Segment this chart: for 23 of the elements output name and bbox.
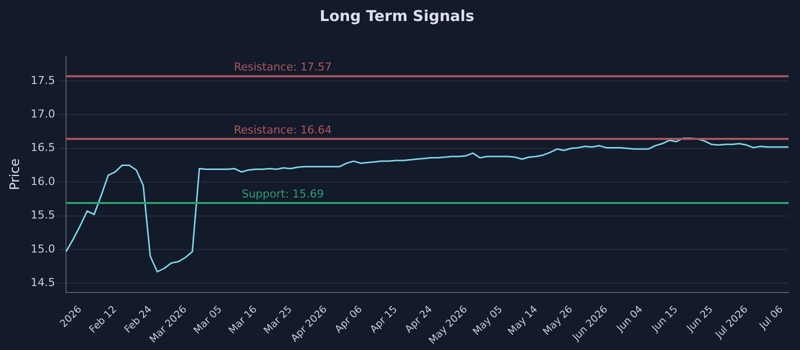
y-tick-label: 16.0 (30, 174, 56, 188)
x-tick-label: Mar 05 (192, 304, 224, 336)
y-tick-label: 15.5 (30, 208, 56, 222)
x-tick-label: Apr 24 (404, 304, 435, 336)
ref-line-label: Support: 15.69 (242, 187, 324, 200)
y-tick-label: 17.0 (30, 108, 56, 121)
x-tick-label: Feb 12 (88, 304, 120, 336)
x-tick-label: Apr 06 (333, 304, 365, 336)
chart-title: Long Term Signals (320, 6, 474, 25)
ref-line-label: Resistance: 16.64 (234, 123, 332, 136)
y-tick-label: 17.5 (30, 74, 56, 87)
x-tick-label: Jun 04 (614, 304, 646, 335)
y-tick-label: 16.5 (30, 141, 56, 154)
x-tick-label: Jun 25 (684, 304, 716, 335)
y-tick-label: 15.0 (30, 242, 56, 256)
y-axis-title: Price (8, 158, 24, 190)
x-tick-label: Feb 24 (122, 304, 154, 336)
x-tick-label: Jul 06 (757, 304, 786, 332)
x-tick-label: Apr 15 (368, 304, 400, 336)
x-tick-label: Mar 16 (227, 304, 260, 336)
x-tick-label: Jun 15 (649, 304, 680, 335)
y-tick-label: 14.5 (30, 276, 56, 290)
ref-line-label: Resistance: 17.57 (234, 60, 332, 74)
